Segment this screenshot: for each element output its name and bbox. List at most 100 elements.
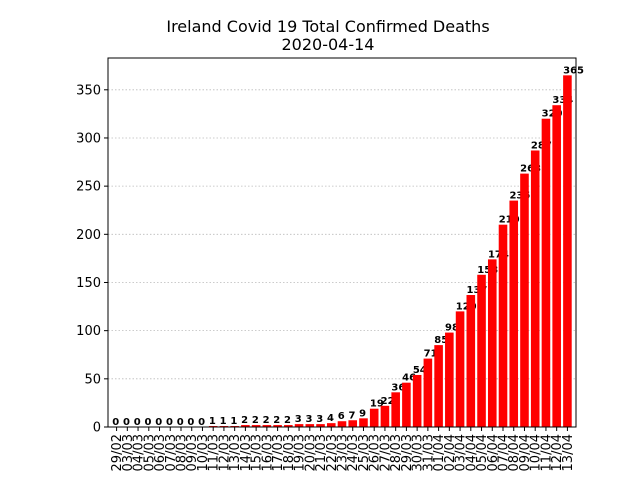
value-label: 9 (359, 408, 366, 419)
bar (498, 224, 508, 427)
y-tick-label: 300 (76, 131, 101, 146)
value-label: 120 (456, 301, 477, 312)
x-tick-label: 09/03 (185, 434, 200, 471)
y-tick-label: 150 (76, 276, 101, 291)
value-label: 320 (542, 109, 563, 120)
value-label: 71 (424, 349, 438, 360)
bar (509, 200, 519, 427)
x-tick-label: 05/03 (142, 434, 157, 471)
value-label: 1 (209, 416, 216, 427)
bar (563, 75, 572, 427)
x-tick-label: 29/02 (110, 434, 125, 471)
bar (530, 150, 540, 428)
x-tick-label: 08/04 (507, 434, 522, 471)
x-tick-label: 20/03 (303, 434, 318, 471)
bar (273, 425, 282, 427)
bar (466, 295, 476, 427)
x-tick-label: 15/03 (250, 434, 265, 471)
value-label: 2 (252, 415, 259, 426)
x-tick-label: 11/03 (207, 434, 222, 471)
bar (241, 425, 250, 427)
value-label: 7 (348, 410, 355, 421)
value-label: 85 (434, 335, 448, 346)
value-label: 263 (520, 164, 541, 175)
x-tick-label: 06/04 (486, 434, 501, 471)
value-label: 2 (273, 415, 280, 426)
x-tick-label: 10/03 (196, 434, 211, 471)
value-label: 3 (306, 414, 313, 425)
x-tick-label: 13/03 (228, 434, 243, 471)
bar (251, 425, 261, 427)
value-label: 3 (295, 414, 302, 425)
value-label: 1 (230, 416, 237, 427)
x-tick-label: 01/04 (432, 434, 447, 471)
x-tick-label: 04/03 (132, 434, 147, 471)
bar (337, 421, 347, 427)
x-tick-label: 24/03 (346, 434, 361, 471)
value-label: 6 (338, 411, 345, 422)
x-tick-label: 07/03 (164, 434, 179, 471)
x-tick-label: 23/03 (336, 434, 351, 471)
value-label: 1 (220, 416, 227, 427)
bar (284, 425, 293, 427)
x-tick-label: 19/03 (293, 434, 308, 471)
x-tick-label: 31/03 (421, 434, 436, 471)
value-label: 0 (155, 417, 162, 428)
x-tick-label: 12/03 (217, 434, 232, 471)
x-tick-label: 06/03 (153, 434, 168, 471)
bar (412, 374, 422, 427)
bar (402, 382, 411, 427)
value-label: 2 (263, 415, 270, 426)
bar (445, 332, 454, 427)
bar (380, 405, 390, 427)
value-label: 0 (123, 417, 130, 428)
value-label: 137 (467, 285, 488, 296)
value-label: 0 (144, 417, 151, 428)
bar (552, 105, 561, 428)
x-tick-label: 29/03 (400, 434, 415, 471)
value-label: 334 (552, 95, 573, 106)
value-label: 0 (177, 417, 184, 428)
bar (305, 424, 315, 427)
x-tick-label: 11/04 (539, 434, 554, 471)
x-tick-label: 10/04 (529, 434, 544, 471)
x-tick-label: 14/03 (239, 434, 254, 471)
y-tick-label: 200 (76, 228, 101, 243)
value-label: 365 (563, 65, 584, 76)
x-tick-label: 18/03 (282, 434, 297, 471)
plot-frame (107, 57, 577, 428)
value-label: 3 (316, 414, 323, 425)
x-tick-label: 08/03 (174, 434, 189, 471)
x-tick-label: 07/04 (497, 434, 512, 471)
bar (520, 173, 529, 427)
value-label: 36 (391, 382, 405, 393)
x-tick-label: 26/03 (368, 434, 383, 471)
x-tick-label: 27/03 (378, 434, 393, 471)
value-label: 174 (488, 249, 509, 260)
bar (487, 259, 497, 427)
x-tick-label: 21/03 (314, 434, 329, 471)
x-tick-label: 13/04 (561, 434, 576, 471)
bar (391, 392, 400, 427)
x-tick-label: 25/03 (357, 434, 372, 471)
value-label: 98 (445, 323, 459, 334)
value-label: 0 (112, 417, 119, 428)
bar (262, 425, 272, 427)
y-tick-label: 250 (76, 180, 101, 195)
bar (477, 274, 486, 427)
x-tick-label: 03/03 (121, 434, 136, 471)
x-tick-label: 09/04 (518, 434, 533, 471)
value-label: 19 (370, 399, 384, 410)
x-tick-label: 17/03 (271, 434, 286, 471)
value-label: 287 (531, 140, 552, 151)
value-label: 158 (477, 265, 498, 276)
y-tick-label: 350 (76, 83, 101, 98)
value-label: 210 (499, 215, 520, 226)
value-label: 4 (327, 413, 334, 424)
value-label: 0 (198, 417, 205, 428)
chart-title: Ireland Covid 19 Total Confirmed Deaths (166, 17, 489, 36)
x-tick-label: 12/04 (550, 434, 565, 471)
value-label: 0 (134, 417, 141, 428)
chart-subtitle: 2020-04-14 (282, 35, 375, 54)
value-label: 54 (413, 365, 427, 376)
